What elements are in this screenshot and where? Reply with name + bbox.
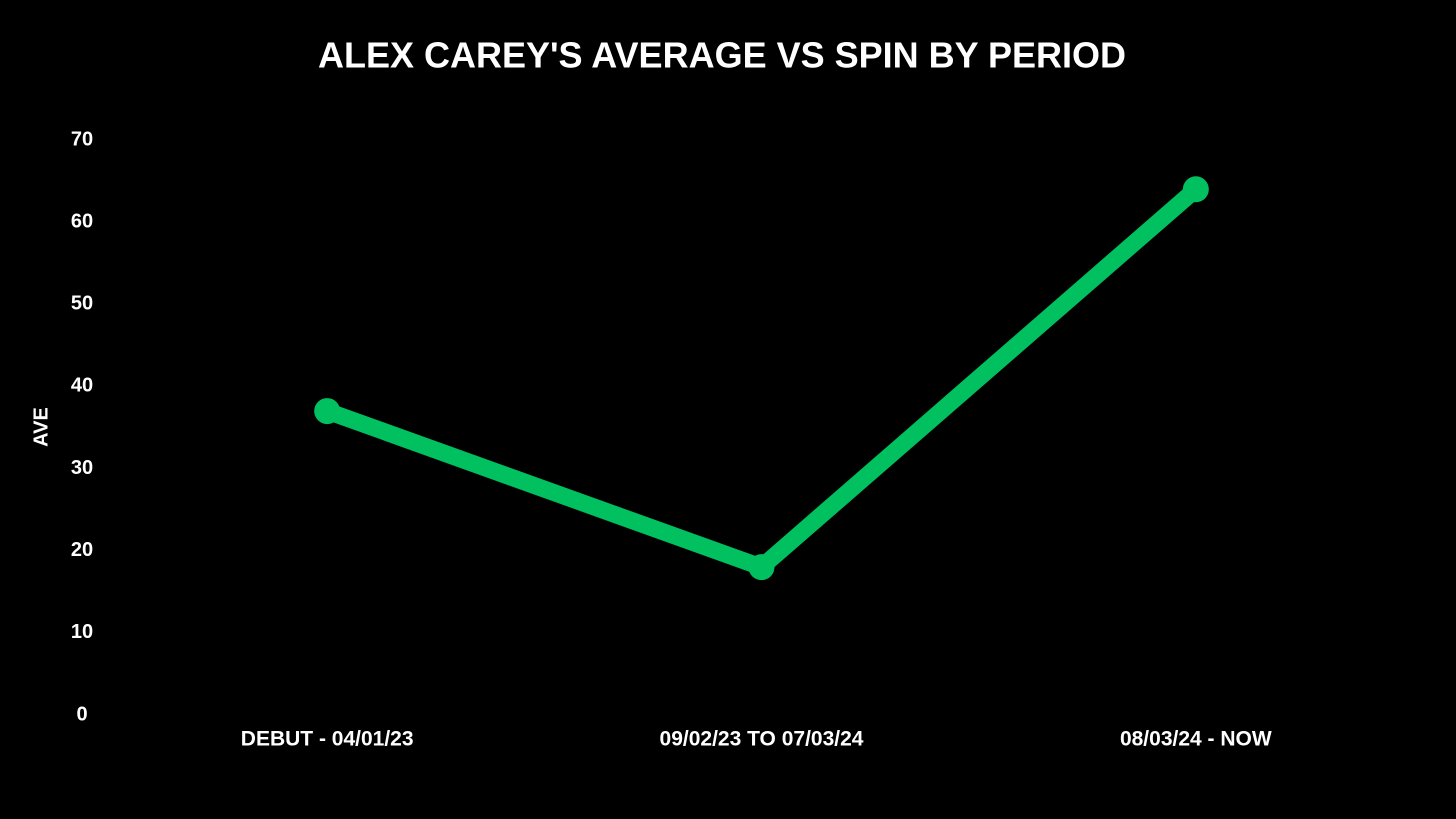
x-tick-label: DEBUT - 04/01/23	[241, 728, 414, 751]
point	[1182, 176, 1209, 203]
x-tick-label: 08/03/24 - NOW	[1120, 728, 1272, 751]
y-tick-label: 0	[76, 703, 87, 725]
y-tick-label: 50	[71, 293, 93, 315]
y-tick-label: 60	[71, 210, 93, 232]
y-tick-label: 70	[71, 128, 93, 150]
y-tick-label: 10	[71, 621, 93, 643]
y-tick-label: 20	[71, 539, 93, 561]
chart-title: ALEX CAREY'S AVERAGE VS SPIN BY PERIOD	[318, 35, 1126, 76]
x-tick-label: 09/02/23 TO 07/03/24	[660, 728, 864, 751]
point	[314, 398, 341, 425]
y-axis-label: AVE	[30, 407, 52, 447]
y-tick-label: 40	[71, 375, 93, 397]
y-tick-label: 30	[71, 457, 93, 479]
point	[748, 554, 775, 581]
